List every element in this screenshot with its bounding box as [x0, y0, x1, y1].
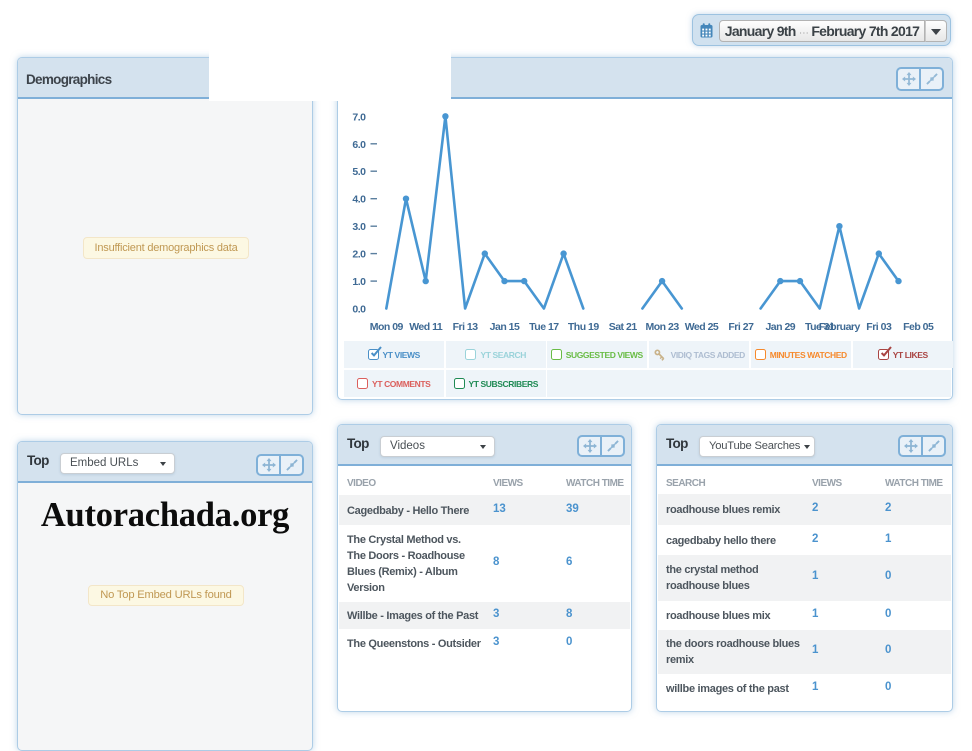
svg-text:Thu 19: Thu 19	[568, 321, 599, 333]
svg-text:Fri 27: Fri 27	[728, 321, 754, 333]
svg-text:Wed 25: Wed 25	[685, 321, 719, 333]
svg-text:Mon 23: Mon 23	[646, 321, 680, 333]
svg-text:Feb 05: Feb 05	[903, 321, 934, 333]
svg-text:3.0: 3.0	[352, 221, 366, 233]
svg-text:5.0: 5.0	[352, 166, 366, 178]
svg-text:Jan 15: Jan 15	[490, 321, 520, 333]
svg-text:February: February	[819, 321, 861, 333]
svg-text:Fri 13: Fri 13	[453, 321, 479, 333]
svg-text:0.0: 0.0	[352, 304, 366, 316]
svg-text:2.0: 2.0	[352, 249, 366, 261]
svg-text:Sat 21: Sat 21	[609, 321, 638, 333]
svg-text:Mon 09: Mon 09	[370, 321, 404, 333]
svg-text:1.0: 1.0	[352, 276, 366, 288]
svg-text:Wed 11: Wed 11	[409, 321, 443, 333]
svg-text:4.0: 4.0	[352, 194, 366, 206]
svg-text:Tue 17: Tue 17	[529, 321, 559, 333]
svg-text:6.0: 6.0	[352, 139, 366, 151]
svg-text:Jan 29: Jan 29	[765, 321, 795, 333]
svg-text:Tue 31: Tue 31	[805, 321, 835, 333]
svg-text:7.0: 7.0	[352, 111, 366, 123]
svg-text:Fri 03: Fri 03	[866, 321, 892, 333]
